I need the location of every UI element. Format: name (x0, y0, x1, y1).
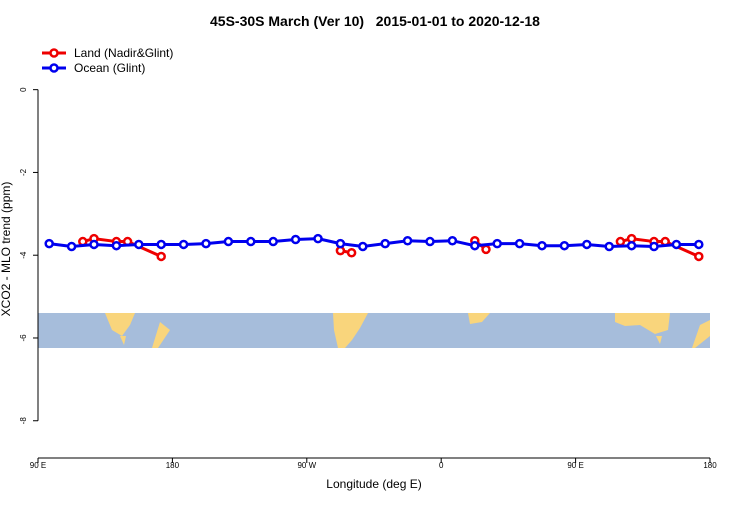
point (268, 236, 278, 247)
x-axis-label: Longitude (deg E) (326, 477, 421, 491)
point (447, 235, 458, 246)
x-tick-label: 180 (703, 461, 717, 470)
land-map (692, 320, 710, 348)
point (425, 236, 435, 247)
point (201, 238, 211, 249)
x-tick-label: 180 (166, 461, 180, 470)
y-axis-label: XCO2 - MLO trend (ppm) (0, 182, 13, 317)
point (156, 239, 166, 250)
land-map (333, 313, 368, 348)
point (671, 239, 682, 250)
y-tick-label: -6 (19, 334, 28, 342)
point (649, 241, 659, 252)
land-map (120, 336, 126, 345)
land-map (468, 313, 490, 324)
point (134, 239, 144, 250)
point (559, 240, 570, 251)
point (313, 233, 323, 244)
point (223, 236, 234, 247)
point (290, 234, 301, 245)
y-tick-label: -4 (19, 251, 28, 259)
legend-marker (49, 48, 59, 58)
point (358, 241, 368, 252)
map-band (38, 313, 710, 348)
ocean-map (38, 313, 710, 348)
x-tick-label: 90 E (567, 461, 583, 470)
point (582, 239, 592, 250)
y-tick-label: 0 (19, 87, 28, 92)
point (492, 238, 502, 249)
point (470, 240, 480, 251)
point (514, 238, 525, 249)
point (178, 239, 189, 250)
point (481, 244, 491, 255)
point (615, 236, 626, 247)
point (694, 251, 704, 262)
point (66, 241, 77, 252)
y-tick-label: -8 (19, 417, 28, 425)
x-tick-label: 90 W (297, 461, 316, 470)
chart-title: 45S-30S March (Ver 10) 2015-01-01 to 202… (210, 13, 540, 29)
land-map (656, 336, 662, 344)
point (537, 240, 547, 251)
point (44, 238, 54, 249)
legend-label: Ocean (Glint) (74, 61, 145, 75)
point (111, 240, 122, 251)
point (89, 239, 99, 250)
x-tick-label: 90 E (30, 461, 46, 470)
point (335, 238, 346, 249)
legend-label: Land (Nadir&Glint) (74, 46, 173, 60)
land-map (105, 313, 135, 336)
legend-marker (49, 63, 59, 73)
x-tick-label: 0 (439, 461, 444, 470)
land-map (615, 313, 670, 334)
y-tick-label: -2 (19, 168, 28, 176)
point (156, 251, 166, 262)
point (402, 235, 413, 246)
point (246, 236, 256, 247)
point (694, 239, 704, 250)
point (346, 247, 357, 258)
point (626, 240, 637, 251)
point (380, 238, 390, 249)
land-map (152, 322, 170, 348)
point (604, 241, 614, 252)
